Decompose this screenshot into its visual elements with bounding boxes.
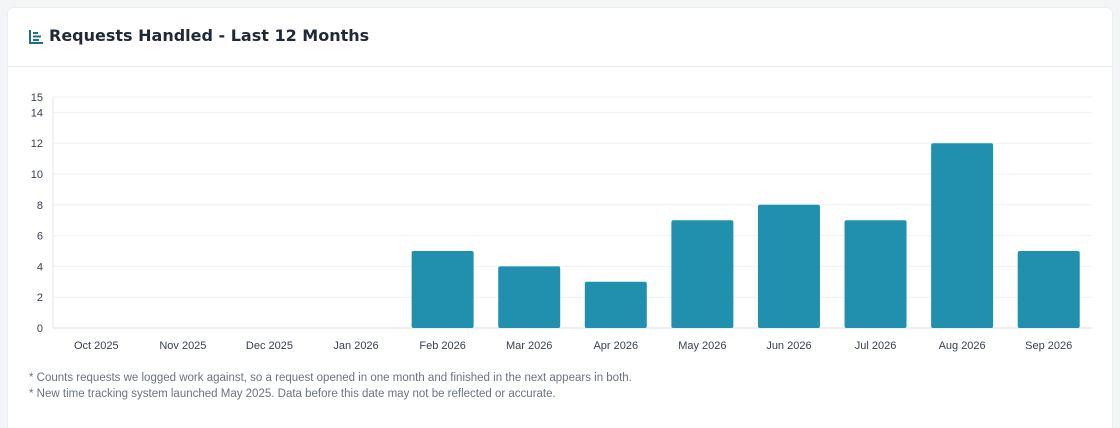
y-tick-label: 0 xyxy=(37,323,43,335)
x-tick-label: Jun 2026 xyxy=(766,340,811,352)
x-tick-label: Apr 2026 xyxy=(593,340,638,352)
x-tick-label: Aug 2026 xyxy=(939,340,986,352)
chart-notes: * Counts requests we logged work against… xyxy=(29,370,632,402)
y-tick-label: 12 xyxy=(31,138,43,150)
card-header: Requests Handled - Last 12 Months xyxy=(8,8,1112,67)
y-tick-label: 15 xyxy=(31,92,43,104)
x-tick-label: Oct 2025 xyxy=(74,340,119,352)
bar-chart: 0 2 4 6 8 10 12 14 15 Oct 2025 Nov 2025 Dec 2025 Jan… xyxy=(31,92,1092,352)
page-title: Requests Handled - Last 12 Months xyxy=(49,26,370,45)
x-tick-label: Jan 2026 xyxy=(333,340,378,352)
y-tick-label: 4 xyxy=(37,261,43,273)
bar-chart-icon xyxy=(29,30,43,44)
footnote-1: * Counts requests we logged work against… xyxy=(29,372,632,384)
bar xyxy=(1017,251,1080,328)
y-tick-label: 14 xyxy=(31,107,43,119)
bar xyxy=(411,251,474,328)
x-tick-label: Sep 2026 xyxy=(1025,340,1072,352)
x-tick-label: Jul 2026 xyxy=(855,340,897,352)
bar xyxy=(671,220,734,328)
bar xyxy=(844,220,907,328)
y-tick-label: 2 xyxy=(37,292,43,304)
x-tick-label: Mar 2026 xyxy=(506,340,552,352)
y-tick-label: 10 xyxy=(31,169,43,181)
bar xyxy=(498,266,561,328)
footnote-2: * New time tracking system launched May … xyxy=(29,388,556,400)
y-tick-label: 6 xyxy=(37,231,43,243)
x-tick-label: Feb 2026 xyxy=(419,340,465,352)
x-tick-label: Dec 2025 xyxy=(246,340,293,352)
x-tick-label: May 2026 xyxy=(678,340,726,352)
bar xyxy=(584,281,647,328)
y-tick-label: 8 xyxy=(37,200,43,212)
chart-card: Requests Handled - Last 12 Months 0 2 4 6 8 1… xyxy=(8,8,1112,428)
x-tick-label: Nov 2025 xyxy=(159,340,206,352)
bar xyxy=(757,204,820,328)
bar xyxy=(931,143,994,328)
